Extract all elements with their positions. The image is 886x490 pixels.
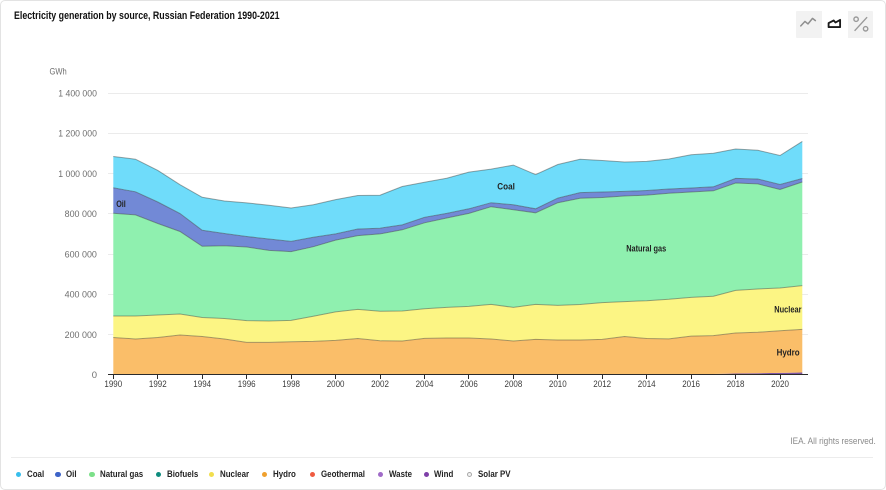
svg-text:2020: 2020 (771, 379, 789, 390)
svg-text:2012: 2012 (593, 379, 611, 390)
svg-text:Hydro: Hydro (777, 348, 800, 359)
svg-text:2018: 2018 (727, 379, 745, 390)
svg-text:2004: 2004 (416, 379, 434, 390)
svg-text:1 400 000: 1 400 000 (58, 88, 97, 99)
svg-text:1 000 000: 1 000 000 (58, 169, 97, 180)
svg-text:2014: 2014 (638, 379, 656, 390)
svg-text:600 000: 600 000 (65, 249, 97, 260)
svg-text:GWh: GWh (50, 67, 67, 78)
svg-text:1992: 1992 (149, 379, 167, 390)
svg-text:1990: 1990 (104, 379, 122, 390)
svg-text:200 000: 200 000 (65, 330, 97, 341)
svg-text:2002: 2002 (371, 379, 389, 390)
svg-text:2010: 2010 (549, 379, 567, 390)
svg-text:Natural gas: Natural gas (626, 244, 666, 255)
svg-text:2006: 2006 (460, 379, 478, 390)
svg-text:1 200 000: 1 200 000 (58, 129, 97, 140)
svg-text:1996: 1996 (238, 379, 256, 390)
svg-text:1998: 1998 (282, 379, 300, 390)
svg-text:1994: 1994 (193, 379, 211, 390)
svg-text:800 000: 800 000 (65, 209, 97, 220)
svg-text:Oil: Oil (116, 199, 126, 210)
svg-text:0: 0 (92, 370, 97, 381)
svg-text:2016: 2016 (682, 379, 700, 390)
svg-text:Coal: Coal (497, 181, 515, 192)
svg-text:Nuclear: Nuclear (774, 305, 801, 316)
svg-text:400 000: 400 000 (65, 290, 97, 301)
svg-text:2000: 2000 (327, 379, 345, 390)
svg-text:2008: 2008 (505, 379, 523, 390)
